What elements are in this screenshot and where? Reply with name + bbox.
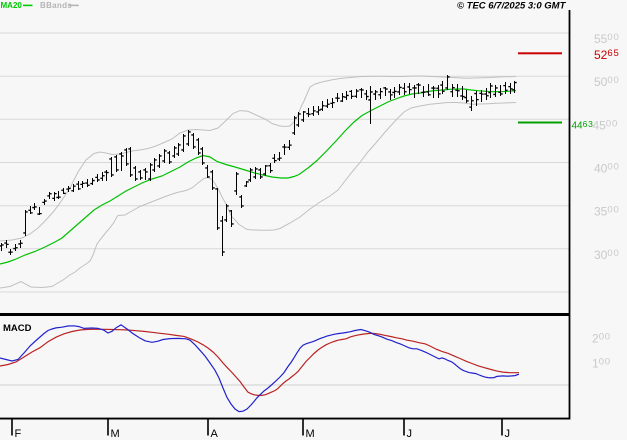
svg-text:J: J — [505, 428, 511, 440]
svg-text:200: 200 — [592, 332, 611, 346]
svg-text:J: J — [407, 428, 413, 440]
svg-text:© TEC 6/7/2025 3:0 GMT: © TEC 6/7/2025 3:0 GMT — [457, 1, 567, 12]
svg-text:M: M — [111, 428, 120, 440]
svg-text:BBands: BBands — [40, 1, 72, 10]
svg-text:5265: 5265 — [594, 48, 620, 62]
svg-text:M: M — [306, 428, 315, 440]
svg-text:3000: 3000 — [594, 248, 620, 262]
svg-text:4500: 4500 — [593, 118, 619, 132]
svg-text:4000: 4000 — [594, 162, 620, 176]
svg-text:5500: 5500 — [594, 32, 620, 46]
svg-text:100: 100 — [592, 357, 611, 371]
svg-text:MACD: MACD — [3, 323, 32, 334]
svg-text:F: F — [15, 428, 22, 440]
svg-text:A: A — [211, 428, 219, 440]
svg-text:4463: 4463 — [572, 119, 594, 132]
svg-text:3500: 3500 — [594, 205, 620, 219]
svg-text:MA20: MA20 — [1, 1, 23, 10]
svg-text:5000: 5000 — [594, 75, 620, 89]
